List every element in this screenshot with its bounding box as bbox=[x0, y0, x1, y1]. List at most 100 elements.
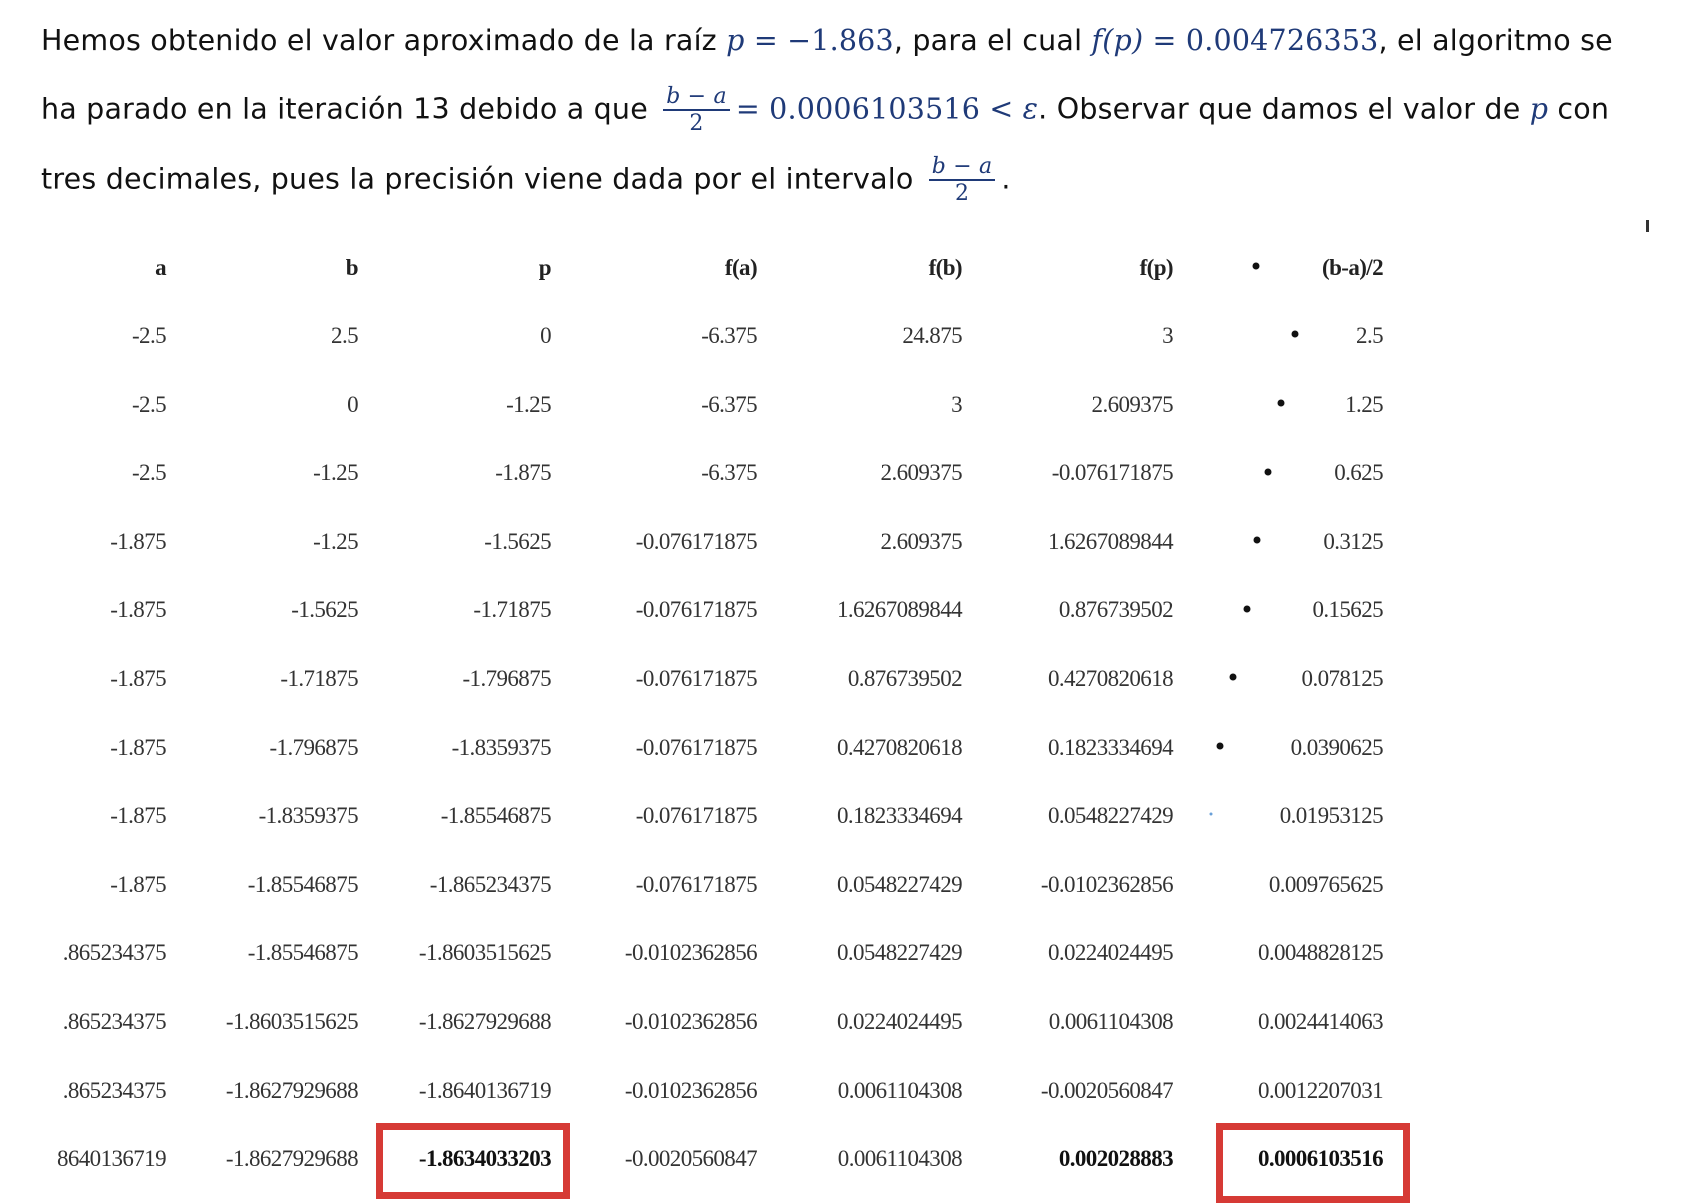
table-cell-col-fb: 0.876739502 bbox=[847, 666, 963, 691]
table-cell-col-a: -2.5 bbox=[131, 391, 167, 417]
table-cell-col-fa: -0.076171875 bbox=[635, 528, 758, 554]
table-cell-col-fa: -0.0102362856 bbox=[624, 940, 758, 966]
table-cell-col-b: -1.85546875 bbox=[247, 871, 359, 897]
table-cell-col-p: -1.796875 bbox=[462, 666, 551, 691]
bullet-dot bbox=[1291, 330, 1299, 338]
table-cell-col-fp: -0.0020560847 bbox=[1040, 1077, 1174, 1103]
paragraph-line-3: tres decimales, pues la precisión viene … bbox=[41, 156, 1671, 205]
highlight-box-root bbox=[376, 1123, 570, 1200]
math-p: p bbox=[1529, 92, 1549, 126]
table-cell-col-fa: -0.0020560847 bbox=[624, 1146, 758, 1172]
table-cell-col-fp: 1.6267089844 bbox=[1047, 528, 1174, 554]
table-cell-col-fp: 0.002028883 bbox=[1058, 1146, 1174, 1172]
bullet-dot bbox=[1229, 673, 1237, 681]
bullet-dot bbox=[1243, 605, 1251, 613]
table-cell-col-b: -1.5625 bbox=[291, 597, 358, 623]
table-cell-col-p: -1.85546875 bbox=[440, 803, 552, 829]
table-cell-col-half-width: 0.0390625 bbox=[1290, 734, 1384, 760]
table-cell-col-fa: -0.076171875 bbox=[635, 597, 758, 623]
text: ha parado en la iteración 13 debido a qu… bbox=[41, 92, 658, 126]
fraction-denominator: 2 bbox=[954, 181, 970, 206]
table-cell-col-p: -1.5625 bbox=[484, 528, 551, 554]
bullet-dot bbox=[1264, 468, 1272, 476]
table-header-col-half-width: (b-a)/2 bbox=[1322, 255, 1384, 280]
table-cell-col-half-width: 0.0012207031 bbox=[1257, 1077, 1384, 1103]
table-cell-col-b: -1.8627929688 bbox=[225, 1146, 359, 1172]
text: , para el cual bbox=[893, 24, 1092, 57]
text-cursor-mark bbox=[1646, 220, 1649, 232]
table-cell-col-fb: 0.0548227429 bbox=[836, 871, 963, 897]
table-cell-col-fp: 0.0061104308 bbox=[1048, 1009, 1174, 1034]
bullet-dot bbox=[1252, 262, 1260, 270]
table-cell-col-half-width: 0.0048828125 bbox=[1257, 940, 1384, 966]
table-cell-col-b: -1.8627929688 bbox=[225, 1077, 359, 1103]
table-cell-col-a: -1.875 bbox=[110, 871, 166, 897]
math-p: p bbox=[726, 24, 745, 57]
paragraph-line-2: ha parado en la iteración 13 debido a qu… bbox=[41, 86, 1671, 135]
table-cell-col-b: -1.25 bbox=[313, 528, 359, 554]
table-cell-col-fp: 0.0548227429 bbox=[1047, 803, 1174, 829]
fraction-numerator: b − a bbox=[663, 86, 730, 111]
table-cell-col-half-width: 0.01953125 bbox=[1279, 803, 1384, 829]
table-cell-col-b: 0 bbox=[347, 391, 359, 417]
table-cell-col-fp: -0.0102362856 bbox=[1040, 871, 1174, 897]
table-cell-col-p: 0 bbox=[540, 323, 552, 348]
text: tres decimales, pues la precisión viene … bbox=[41, 162, 923, 196]
paragraph-line-1: Hemos obtenido el valor aproximado de la… bbox=[41, 24, 1671, 57]
table-cell-col-p: -1.865234375 bbox=[429, 871, 552, 897]
table-cell-col-fb: 1.6267089844 bbox=[836, 597, 963, 623]
table-cell-col-a: .865234375 bbox=[62, 1009, 167, 1034]
table-cell-col-fa: -0.0102362856 bbox=[624, 1077, 758, 1103]
table-cell-col-p: -1.8603515625 bbox=[418, 940, 552, 966]
table-header-col-fb: f(b) bbox=[928, 255, 963, 280]
math-f-arg: (p) bbox=[1102, 24, 1144, 57]
table-cell-col-half-width: 0.15625 bbox=[1312, 597, 1383, 623]
text: con bbox=[1548, 92, 1610, 126]
table-cell-col-fp: 2.609375 bbox=[1091, 391, 1174, 417]
table-header-col-fa: f(a) bbox=[724, 255, 758, 280]
table-cell-col-fb: 0.0548227429 bbox=[836, 940, 963, 966]
table-cell-col-fp: 0.876739502 bbox=[1058, 597, 1174, 623]
table-cell-col-fb: 2.609375 bbox=[880, 528, 963, 554]
table-cell-col-fb: 2.609375 bbox=[880, 460, 963, 486]
table-cell-col-half-width: 0.625 bbox=[1334, 460, 1383, 486]
table-cell-col-p: -1.25 bbox=[506, 391, 552, 417]
table-cell-col-fp: 0.4270820618 bbox=[1047, 666, 1174, 691]
math-fp-value: = 0.004726353 bbox=[1143, 24, 1379, 57]
table-cell-col-b: -1.85546875 bbox=[247, 940, 359, 966]
table-header-col-p: p bbox=[538, 255, 552, 280]
highlight-box-stop-criterion bbox=[1216, 1123, 1410, 1203]
math-stop-value: = 0.0006103516 < bbox=[735, 92, 1023, 126]
fraction-numerator: b − a bbox=[928, 156, 996, 181]
table-cell-col-a: -1.875 bbox=[110, 734, 166, 760]
table-cell-col-a: -1.875 bbox=[110, 528, 166, 554]
table-cell-col-fp: 0.1823334694 bbox=[1047, 734, 1174, 760]
table-cell-col-half-width: 0.0006103516 bbox=[1257, 1146, 1384, 1172]
table-cell-col-fa: -0.076171875 bbox=[635, 734, 758, 760]
table-cell-col-b: 2.5 bbox=[331, 323, 359, 348]
table-cell-col-fa: -6.375 bbox=[701, 460, 757, 486]
table-cell-col-half-width: 0.078125 bbox=[1301, 666, 1384, 691]
table-cell-col-a: .865234375 bbox=[62, 940, 167, 966]
table-cell-col-a: -2.5 bbox=[131, 323, 167, 348]
table-cell-col-fa: -6.375 bbox=[701, 323, 757, 348]
table-cell-col-b: -1.796875 bbox=[269, 734, 358, 760]
text: . bbox=[1001, 162, 1011, 196]
table-cell-col-p: -1.8640136719 bbox=[418, 1077, 552, 1103]
table-cell-col-fa: -6.375 bbox=[701, 391, 757, 417]
table-cell-col-half-width: 1.25 bbox=[1345, 391, 1383, 417]
table-cell-col-p: -1.8359375 bbox=[451, 734, 552, 760]
text: . Observar que damos el valor de bbox=[1038, 92, 1530, 126]
table-cell-col-fp: 3 bbox=[1162, 323, 1174, 348]
table-cell-col-p: -1.71875 bbox=[473, 597, 551, 623]
table-cell-col-fb: 0.1823334694 bbox=[836, 803, 963, 829]
table-cell-col-a: -1.875 bbox=[110, 803, 166, 829]
text: Hemos obtenido el valor aproximado de la… bbox=[41, 24, 727, 57]
table-cell-col-fa: -0.0102362856 bbox=[624, 1009, 758, 1034]
table-header-col-fp: f(p) bbox=[1139, 255, 1174, 280]
bullet-dot bbox=[1277, 399, 1285, 407]
table-cell-col-half-width: 2.5 bbox=[1356, 323, 1384, 348]
table-cell-col-fb: 3 bbox=[951, 391, 963, 417]
